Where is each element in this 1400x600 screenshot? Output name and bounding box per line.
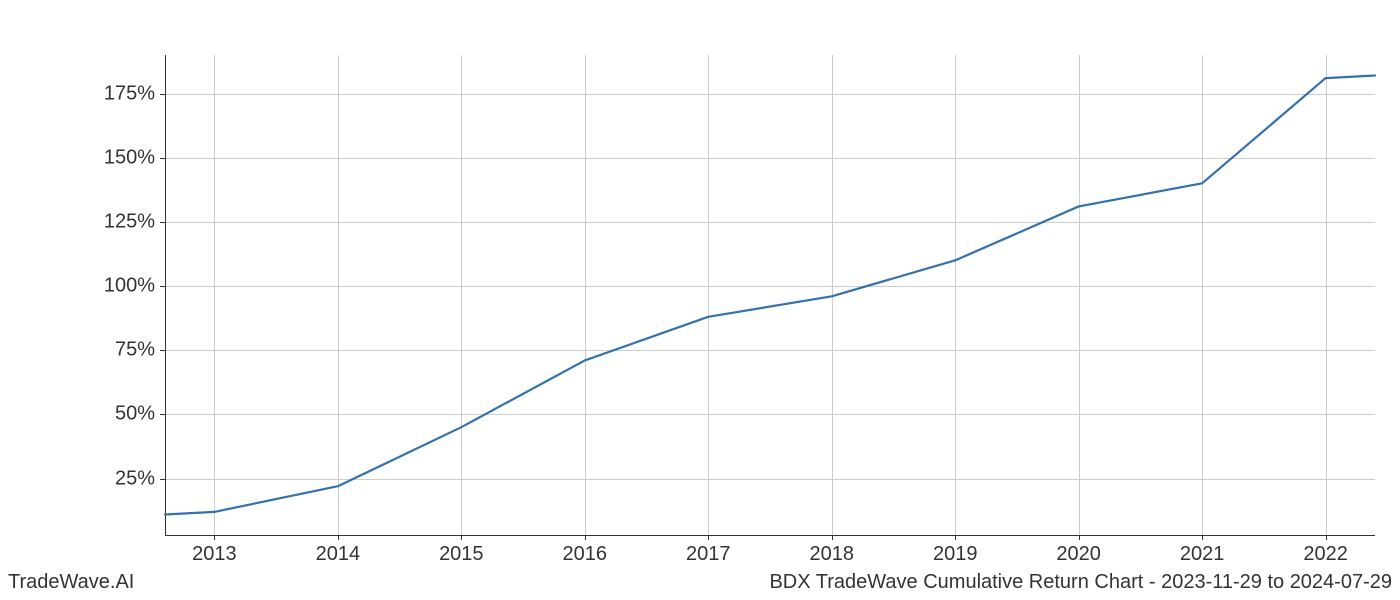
y-tick-label: 75% bbox=[0, 339, 155, 362]
series-line bbox=[165, 76, 1375, 515]
x-tick-label: 2014 bbox=[316, 543, 361, 566]
chart-container: 2013 2014 2015 2016 2017 2018 2019 2020 2021 2022… bbox=[0, 0, 1400, 600]
line-chart-svg bbox=[165, 55, 1375, 535]
x-tick-label: 2015 bbox=[439, 543, 484, 566]
x-tick-label: 2022 bbox=[1303, 543, 1348, 566]
x-tick-label: 2013 bbox=[192, 543, 237, 566]
y-tick-label: 50% bbox=[0, 403, 155, 426]
x-axis-spine bbox=[165, 535, 1375, 536]
x-tick-label: 2017 bbox=[686, 543, 731, 566]
x-tick-label: 2020 bbox=[1056, 543, 1101, 566]
x-tick-label: 2016 bbox=[563, 543, 608, 566]
y-tick-label: 25% bbox=[0, 467, 155, 490]
y-tick-label: 125% bbox=[0, 210, 155, 233]
plot-area: 2013201420152016201720182019202020212022… bbox=[165, 55, 1375, 535]
y-tick-label: 100% bbox=[0, 275, 155, 298]
x-tick-label: 2021 bbox=[1180, 543, 1225, 566]
y-tick-label: 175% bbox=[0, 82, 155, 105]
x-tick-label: 2019 bbox=[933, 543, 978, 566]
x-tick-label: 2018 bbox=[809, 543, 854, 566]
footer-left-text: TradeWave.AI bbox=[8, 571, 134, 594]
y-tick-label: 150% bbox=[0, 146, 155, 169]
footer-right-text: BDX TradeWave Cumulative Return Chart - … bbox=[769, 571, 1392, 594]
